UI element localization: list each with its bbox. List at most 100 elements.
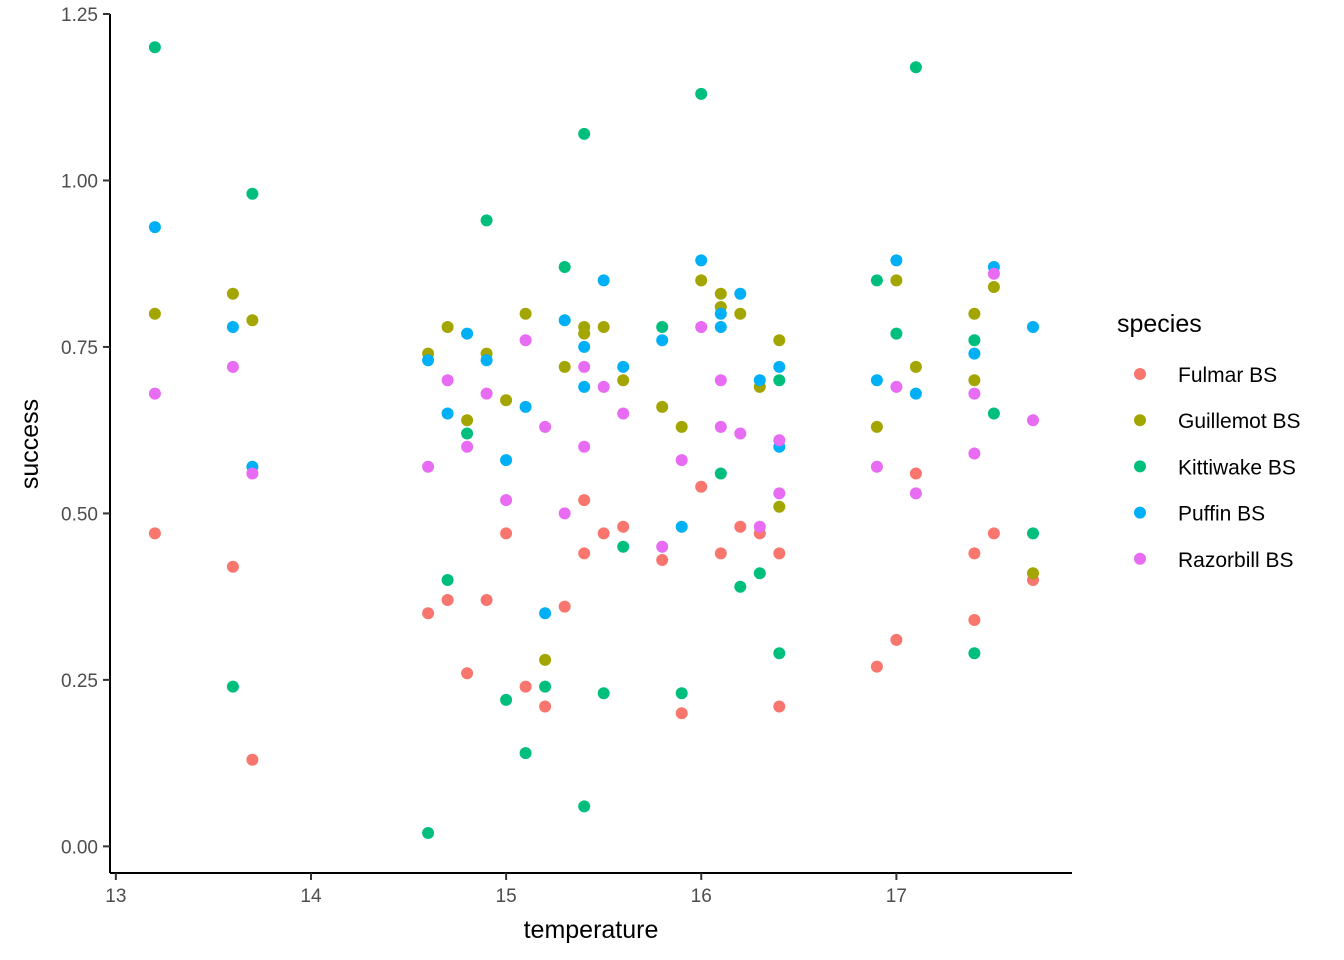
data-point (480, 354, 493, 367)
data-point (968, 387, 981, 400)
data-point (695, 87, 708, 100)
data-point (148, 527, 161, 540)
data-point (558, 261, 571, 273)
data-point (148, 41, 161, 54)
x-tick-label: 16 (691, 886, 712, 907)
data-point (714, 287, 727, 300)
legend-label: Razorbill BS (1178, 549, 1294, 572)
data-point (987, 281, 1000, 293)
data-point (461, 414, 474, 427)
data-point (617, 407, 630, 420)
data-point (519, 334, 532, 347)
y-axis-title: success (16, 399, 44, 489)
data-point (246, 467, 259, 480)
data-point (773, 647, 786, 660)
data-point (148, 307, 161, 320)
data-point (773, 360, 786, 373)
data-point (968, 347, 981, 360)
legend-label: Guillemot BS (1178, 410, 1301, 433)
data-point (714, 420, 727, 433)
data-point (695, 254, 708, 267)
y-tick-label: 0.25 (61, 671, 98, 692)
data-point (734, 580, 747, 593)
data-point (773, 547, 786, 560)
data-point (597, 274, 610, 287)
data-point (909, 467, 922, 480)
data-point (909, 360, 922, 373)
data-point (617, 520, 630, 533)
data-point (558, 600, 571, 613)
data-point (441, 407, 454, 420)
data-point (480, 594, 493, 606)
data-point (968, 547, 981, 560)
data-point (500, 494, 513, 507)
data-point (519, 680, 532, 693)
data-point (226, 560, 239, 573)
data-point (870, 374, 883, 387)
data-point (890, 274, 903, 287)
legend-key (1134, 414, 1146, 427)
legend-key (1134, 460, 1146, 473)
data-point (500, 394, 513, 407)
data-point (987, 407, 1000, 420)
data-point (734, 520, 747, 533)
data-point (480, 387, 493, 400)
data-point (246, 753, 259, 766)
data-point (890, 633, 903, 646)
data-point (578, 340, 591, 353)
data-point (578, 547, 591, 560)
data-point (597, 687, 610, 700)
data-point (578, 800, 591, 813)
data-point (148, 221, 161, 234)
data-point (422, 354, 435, 367)
data-point (714, 467, 727, 480)
data-point (500, 693, 513, 706)
legend-label: Kittiwake BS (1178, 456, 1296, 479)
data-point (870, 420, 883, 433)
data-point (675, 687, 688, 700)
legend-key (1134, 552, 1146, 565)
data-point (422, 827, 435, 839)
data-point (968, 374, 981, 387)
data-point (461, 427, 474, 440)
data-point (226, 360, 239, 373)
data-point (226, 321, 239, 333)
data-point (968, 447, 981, 460)
data-point (968, 614, 981, 626)
data-point (461, 327, 474, 340)
data-point (734, 427, 747, 440)
x-ticks: 13 14 15 16 17 (105, 873, 907, 907)
data-point (656, 540, 669, 553)
data-point (597, 380, 610, 393)
data-point (675, 520, 688, 533)
data-point (714, 321, 727, 333)
data-point (578, 494, 591, 507)
legend-key (1134, 368, 1146, 380)
data-point (617, 540, 630, 553)
data-point (675, 420, 688, 433)
data-point (539, 653, 552, 666)
legend-key (1134, 506, 1146, 519)
points-layer (148, 41, 1039, 839)
data-point (773, 374, 786, 387)
data-point (656, 334, 669, 347)
data-point (656, 554, 669, 566)
data-point (578, 327, 591, 340)
data-point (890, 327, 903, 340)
data-point (753, 520, 766, 533)
data-point (578, 127, 591, 140)
x-tick-label: 13 (105, 886, 126, 907)
data-point (519, 747, 532, 760)
data-point (773, 487, 786, 500)
data-point (461, 440, 474, 453)
data-point (909, 61, 922, 74)
data-point (734, 307, 747, 320)
data-point (656, 321, 669, 333)
legend-label: Puffin BS (1178, 503, 1265, 526)
data-point (714, 374, 727, 387)
legend: species Fulmar BS Guillemot BS Kittiwake B… (1117, 310, 1301, 572)
data-point (558, 314, 571, 327)
data-point (441, 574, 454, 586)
data-point (597, 527, 610, 540)
